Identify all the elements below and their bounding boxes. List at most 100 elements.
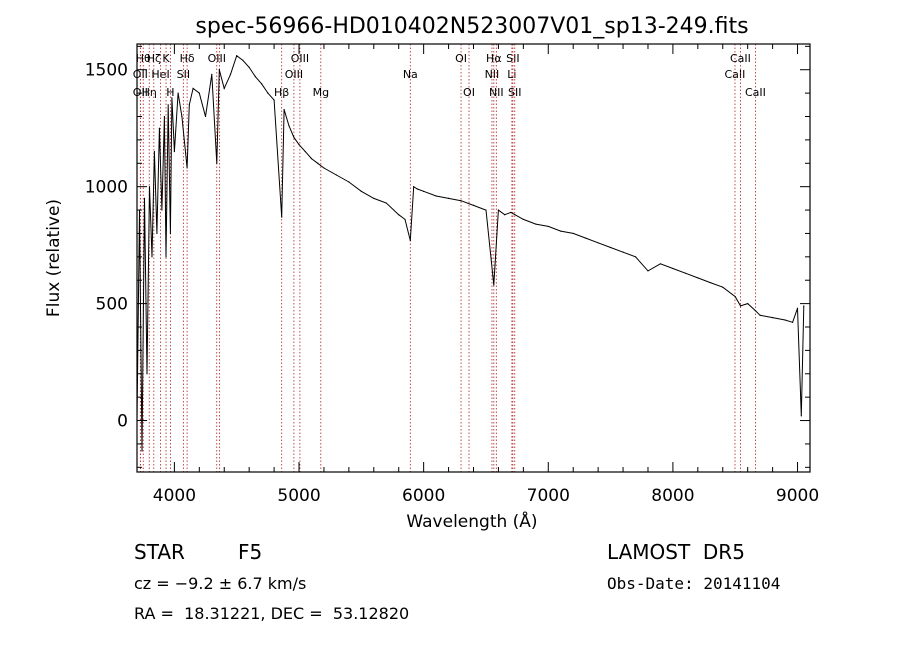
- spectrum-point: [803, 305, 805, 307]
- spectral-line-label: Mg: [313, 86, 329, 99]
- spectrum-point: [165, 256, 167, 258]
- chart-title: spec-56966-HD010402N523007V01_sp13-249.f…: [195, 14, 748, 39]
- spectral-line-label: SII: [508, 86, 521, 99]
- spectrum-point: [218, 69, 220, 71]
- spectrum-point: [141, 450, 143, 452]
- spectrum-point: [739, 305, 742, 307]
- spectrum-point: [229, 73, 232, 76]
- spectrum-series: [136, 54, 805, 452]
- spectrum-point: [497, 209, 500, 211]
- spectrum-point: [211, 73, 213, 76]
- object-class-text: STAR: [134, 540, 185, 564]
- spectrum-point: [177, 92, 179, 94]
- y-axis: 0 500 1000 1500: [85, 45, 810, 468]
- spectrum-point: [504, 214, 506, 216]
- spectrum-point: [659, 263, 662, 265]
- spectral-line-label: CaII: [745, 86, 766, 99]
- spectrum-point: [373, 197, 375, 199]
- spectrum-point: [188, 104, 190, 106]
- spectrum-point: [634, 256, 637, 258]
- spectrum-point: [192, 87, 194, 90]
- spectrum-point: [335, 174, 338, 176]
- spectrum-point: [304, 150, 306, 153]
- spectrum-point: [435, 195, 437, 197]
- spectrum-point: [791, 321, 794, 323]
- spectral-line-label: Na: [403, 68, 418, 81]
- spectrum-point: [423, 190, 425, 192]
- spectrum-point: [622, 251, 624, 253]
- spectrum-point: [522, 218, 524, 221]
- spectrum-point: [510, 211, 512, 213]
- x-tick-label: 5000: [277, 486, 320, 506]
- spectrum-point: [800, 415, 802, 417]
- spectrum-point: [198, 92, 200, 94]
- spectrum-point: [609, 246, 612, 249]
- spectrum-point: [472, 204, 475, 206]
- spectrum-point: [784, 319, 786, 321]
- subclass-text: F5: [238, 540, 263, 564]
- spectrum-point: [254, 76, 256, 78]
- spectrum-point: [151, 256, 153, 258]
- spectral-line-label: OIII: [291, 52, 309, 65]
- spectrum-point: [288, 125, 290, 127]
- spectrum-point: [310, 158, 313, 160]
- spectrum-point: [242, 59, 244, 61]
- spectrum-point: [148, 186, 151, 188]
- spectrum-point: [317, 162, 319, 164]
- spectrum-point: [298, 143, 300, 146]
- spectrum-point: [672, 267, 674, 270]
- spectrum-point: [734, 295, 736, 298]
- spectrum-point: [722, 286, 724, 288]
- spectrum-point: [404, 218, 406, 221]
- spectral-line-label: OIII: [285, 68, 303, 81]
- spectrum-point: [560, 230, 562, 232]
- spectral-line-label: Hβ: [274, 86, 289, 99]
- spectrum-point: [181, 115, 183, 118]
- spectral-line-label: CaII: [730, 52, 751, 65]
- obs-date-text: Obs-Date: 20141104: [607, 574, 781, 593]
- spectrum-point: [684, 272, 686, 274]
- spectrum-point: [216, 162, 218, 164]
- spectrum-point: [156, 232, 158, 235]
- y-tick-label: 0: [117, 412, 128, 432]
- spectral-line-label: Hθ: [136, 52, 151, 65]
- y-axis-label: Flux (relative): [44, 199, 64, 317]
- spectral-line-label: NII: [485, 68, 500, 81]
- spectrum-point: [547, 225, 549, 228]
- spectral-line-label: OI: [463, 86, 475, 99]
- spectrum-point: [398, 214, 400, 216]
- spectral-line-label: Hζ: [147, 52, 161, 65]
- spectral-line-label: K: [162, 52, 170, 65]
- spectral-line-label: OIII: [208, 52, 226, 65]
- spectral-line-label: HeI: [151, 68, 169, 81]
- spectral-line-label: Li: [507, 68, 516, 81]
- spectrum-point: [171, 97, 173, 99]
- spectrum-point: [709, 281, 711, 284]
- spectrum-point: [283, 108, 285, 111]
- spectrum-point: [360, 190, 362, 192]
- spectral-line-label: OI: [455, 52, 467, 65]
- spectrum-point: [772, 317, 774, 319]
- spectrum-point: [169, 232, 172, 235]
- spectrum-point: [186, 167, 188, 169]
- spectrum-point: [493, 284, 495, 286]
- spectrum-point: [223, 87, 225, 90]
- spectrum-point: [173, 150, 175, 153]
- spectrum-point: [281, 216, 283, 218]
- spectral-line-label: CaII: [725, 68, 746, 81]
- x-tick-label: 8000: [651, 486, 694, 506]
- spectrum-point: [460, 200, 462, 202]
- spectrum-point: [759, 314, 761, 316]
- spectrum-point: [236, 55, 238, 57]
- spectrum-point: [647, 270, 649, 272]
- survey-text: LAMOST DR5: [607, 540, 745, 564]
- spectrum-point: [485, 209, 487, 211]
- velocity-text: cz = −9.2 ± 6.7 km/s: [134, 574, 307, 593]
- x-axis-label: Wavelength (Å): [406, 510, 537, 532]
- spectrum-point: [146, 373, 148, 375]
- spectrum-point: [204, 115, 207, 118]
- spectrum-point: [585, 237, 587, 239]
- spectrum-point: [597, 242, 599, 244]
- spectrum-point: [143, 197, 146, 199]
